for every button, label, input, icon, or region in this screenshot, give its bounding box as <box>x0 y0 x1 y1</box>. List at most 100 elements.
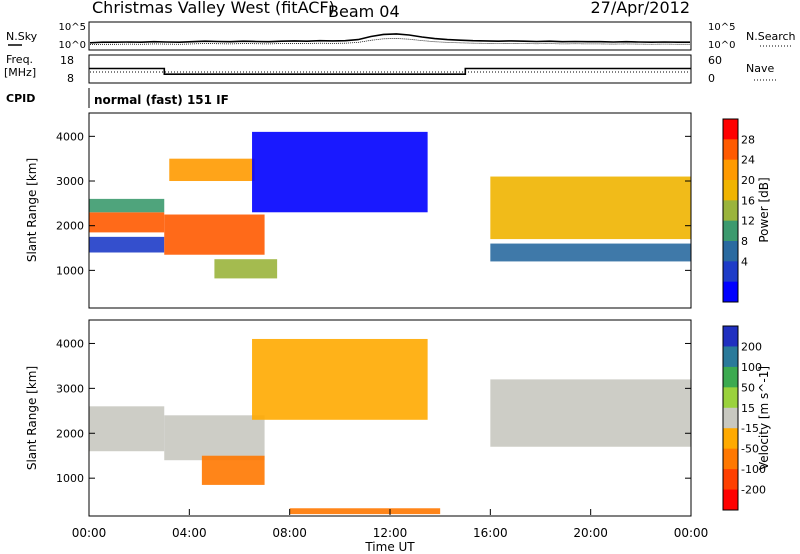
velocity-colorbar-label: Velocity [m s^-1] <box>757 366 771 470</box>
noise-sky-series <box>89 33 690 44</box>
colorbar-swatch-5 <box>723 220 738 242</box>
colorbar-tick-6: 4 <box>741 255 748 268</box>
heatmap-band-1 <box>164 415 265 461</box>
heatmap-band-2 <box>201 455 265 485</box>
colorbar-tick-3: 15 <box>741 402 755 415</box>
heatmap-band-5 <box>214 259 278 279</box>
colorbar-tick-4: 12 <box>741 215 755 228</box>
velocity-data-layer <box>89 338 691 515</box>
noise-frame <box>88 21 692 51</box>
power-panel: 4000 3000 2000 1000 Slant Range [km] 28 24 20… <box>25 112 771 309</box>
ytick-label-3: 1000 <box>56 264 84 277</box>
power-data-layer <box>89 131 691 279</box>
beam-label: Beam 04 <box>328 2 400 21</box>
noise-panel: N.Sky 10^5 10^0 10^5 10^0 N.Search <box>6 21 796 51</box>
colorbar-swatch-2 <box>723 366 738 388</box>
colorbar-swatch-7 <box>723 469 738 491</box>
xtick-label-6: 00:00 <box>674 526 709 540</box>
power-ylabel: Slant Range [km] <box>25 158 39 262</box>
heatmap-band-3 <box>164 214 265 255</box>
noise-right-label: N.Search <box>746 30 796 43</box>
freq-left-tick-bottom: 8 <box>67 72 74 85</box>
heatmap-band-4 <box>490 379 691 447</box>
xtick-label-3: 12:00 <box>373 526 408 540</box>
colorbar-tick-7: -200 <box>741 484 766 497</box>
heatmap-band-5 <box>289 508 441 515</box>
colorbar-tick-5: -50 <box>741 443 759 456</box>
colorbar-swatch-7 <box>723 261 738 283</box>
velocity-yaxis: 4000 3000 2000 1000 <box>56 337 691 485</box>
colorbar-tick-1: 100 <box>741 361 762 374</box>
colorbar-swatch-5 <box>723 428 738 450</box>
colorbar-tick-3: 16 <box>741 194 755 207</box>
colorbar-swatch-4 <box>723 200 738 222</box>
colorbar-swatch-6 <box>723 241 738 262</box>
colorbar-tick-1: 24 <box>741 154 755 167</box>
colorbar-swatch-1 <box>723 346 738 368</box>
heatmap-band-6 <box>252 131 428 213</box>
xtick-label-4: 16:00 <box>473 526 508 540</box>
power-colorbar: 28 24 20 16 12 8 4 <box>722 118 755 303</box>
cpid-panel: CPID normal (fast) 151 IF <box>6 88 229 108</box>
heatmap-band-3 <box>252 338 428 420</box>
ytick-label-0: 4000 <box>56 337 84 350</box>
ytick-label-1: 3000 <box>56 175 84 188</box>
colorbar-swatch-6 <box>723 448 738 470</box>
station-title: Christmas Valley West (fitACF) <box>92 0 335 17</box>
colorbar-swatch-0 <box>723 119 738 140</box>
ytick-label-0: 4000 <box>56 130 84 143</box>
noise-left-label: N.Sky <box>6 30 38 43</box>
colorbar-swatch-3 <box>723 180 738 201</box>
noise-right-tick-bottom: 10^0 <box>708 40 735 51</box>
velocity-colorbar: 200 100 50 15 -15 -50 -100 -200 <box>722 325 766 511</box>
ytick-label-1: 3000 <box>56 382 84 395</box>
colorbar-swatch-4 <box>723 407 738 429</box>
date-label: 27/Apr/2012 <box>590 0 690 17</box>
freq-left-unit: [MHz] <box>4 66 36 79</box>
noise-right-tick-top: 10^5 <box>708 22 735 33</box>
velocity-frame <box>88 319 692 517</box>
power-colorbar-label: Power [dB] <box>757 177 771 242</box>
xtick-label-1: 04:00 <box>172 526 207 540</box>
nave-right-tick-top: 60 <box>708 54 722 67</box>
freq-series <box>89 67 691 75</box>
colorbar-swatch-1 <box>723 139 738 161</box>
velocity-ylabel: Slant Range [km] <box>25 366 39 470</box>
freq-left-tick-top: 18 <box>60 54 74 67</box>
time-xlabel: Time UT <box>364 540 415 554</box>
noise-search-series <box>89 37 690 45</box>
xtick-label-0: 00:00 <box>72 526 107 540</box>
nave-right-label: Nave <box>746 62 774 75</box>
power-frame <box>88 112 692 309</box>
heatmap-band-7 <box>490 176 691 240</box>
heatmap-band-4 <box>169 158 255 182</box>
colorbar-tick-5: 8 <box>741 235 748 248</box>
heatmap-band-8 <box>490 243 691 262</box>
time-xaxis: 00:00 04:00 08:00 12:00 16:00 20:00 00:00 <box>72 509 709 540</box>
colorbar-swatch-8 <box>723 281 738 303</box>
power-yaxis: 4000 3000 2000 1000 <box>56 130 691 277</box>
noise-left-tick-bottom: 10^0 <box>59 40 86 51</box>
ytick-label-2: 2000 <box>56 220 84 233</box>
freq-nave-panel: Freq. [MHz] 18 8 60 0 Nave <box>4 53 776 85</box>
ytick-label-2: 2000 <box>56 427 84 440</box>
cpid-label: CPID <box>6 92 35 105</box>
ytick-label-3: 1000 <box>56 472 84 485</box>
colorbar-frame <box>722 118 739 303</box>
colorbar-tick-0: 28 <box>741 133 755 146</box>
colorbar-swatch-0 <box>723 326 738 347</box>
colorbar-swatch-3 <box>723 387 738 409</box>
xtick-label-2: 08:00 <box>272 526 307 540</box>
heatmap-band-1 <box>89 198 165 213</box>
heatmap-band-0 <box>89 406 165 452</box>
freq-left-label: Freq. <box>6 53 33 66</box>
colorbar-tick-0: 200 <box>741 340 762 353</box>
colorbar-tick-2: 50 <box>741 381 755 394</box>
nave-right-tick-bottom: 0 <box>708 72 715 85</box>
colorbar-tick-2: 20 <box>741 174 755 187</box>
colorbar-tick-6: -100 <box>741 463 766 476</box>
xtick-label-5: 20:00 <box>573 526 608 540</box>
colorbar-swatch-8 <box>723 489 738 511</box>
colorbar-tick-4: -15 <box>741 422 759 435</box>
